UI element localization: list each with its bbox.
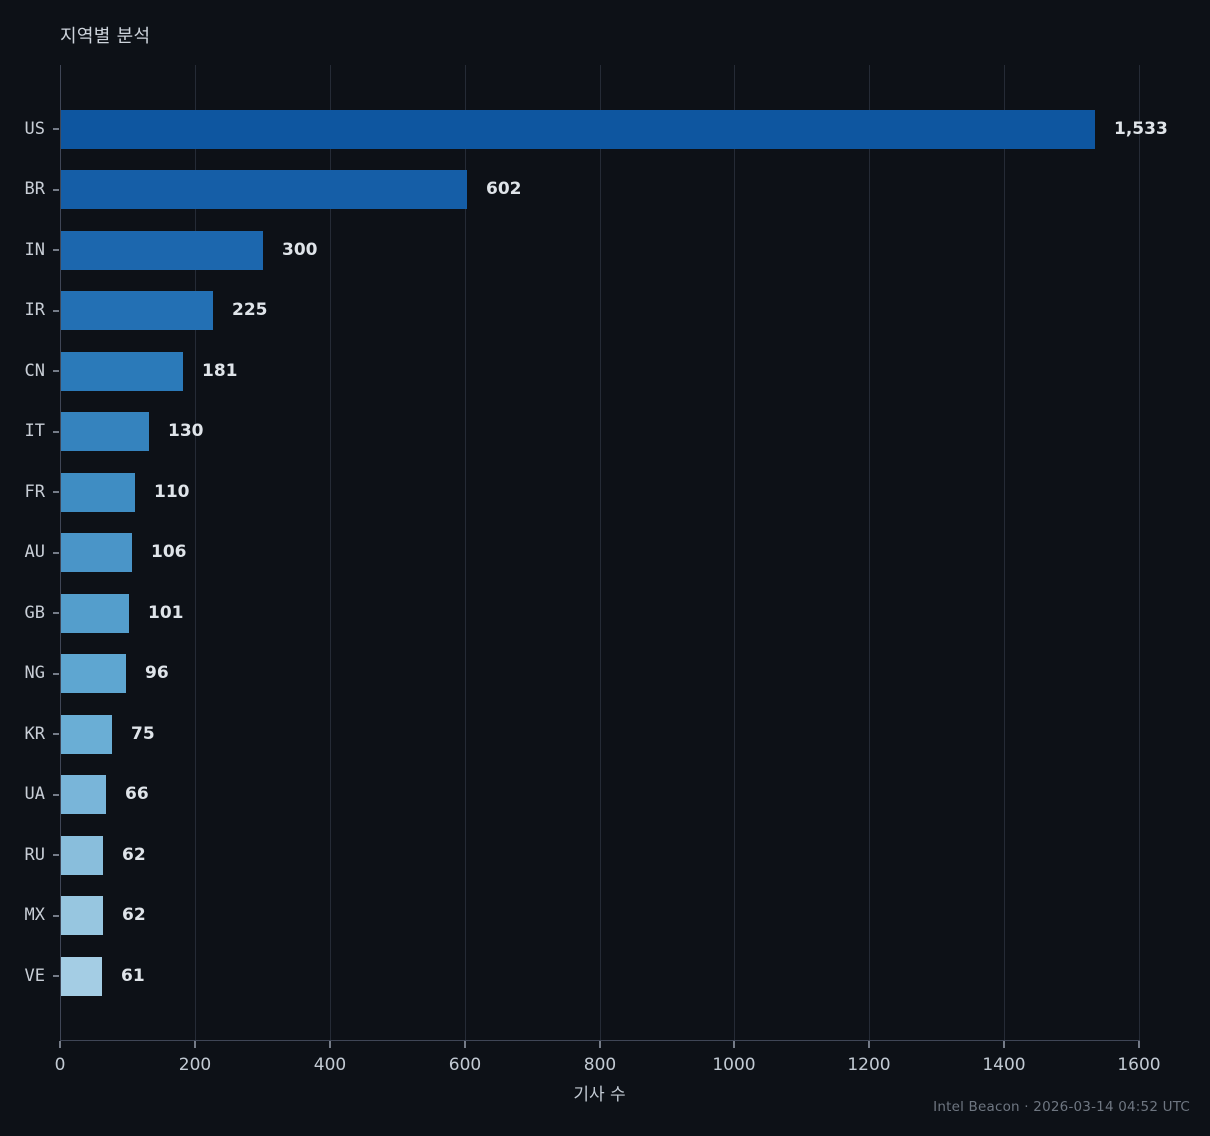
gridline	[600, 65, 601, 1040]
gridline	[1004, 65, 1005, 1040]
bar	[61, 412, 149, 451]
x-axis-label: 기사 수	[573, 1085, 626, 1105]
category-label: IR	[24, 300, 45, 320]
bar	[61, 110, 1095, 149]
category-label: CN	[24, 361, 45, 381]
bar	[61, 170, 467, 209]
bar	[61, 836, 103, 875]
y-axis-tick-mark	[53, 975, 59, 977]
x-axis-tick-mark	[599, 1041, 601, 1048]
x-axis-tick-mark	[59, 1041, 61, 1048]
bar-value-label: 62	[122, 845, 146, 865]
bar-value-label: 62	[122, 905, 146, 925]
category-label: KR	[24, 724, 45, 744]
y-axis-tick-mark	[53, 128, 59, 130]
x-tick-label: 200	[178, 1055, 212, 1075]
category-label: RU	[24, 845, 45, 865]
bar-value-label: 181	[202, 361, 238, 381]
plot-area: 0 200 400 600 800 1000 1200 1400 1600 1,533 US 602 B…	[25, 65, 1168, 1075]
bar-value-label: 130	[168, 421, 204, 441]
category-label: UA	[24, 784, 45, 804]
y-axis-tick-mark	[53, 915, 59, 917]
category-label: AU	[24, 542, 45, 562]
bar	[61, 775, 106, 814]
gridline	[1139, 65, 1140, 1040]
y-axis-tick-mark	[53, 733, 59, 735]
bar-value-label: 225	[232, 300, 268, 320]
gridline	[869, 65, 870, 1040]
y-axis-tick-mark	[53, 370, 59, 372]
footer-note: Intel Beacon · 2026-03-14 04:52 UTC	[933, 1099, 1190, 1115]
bar	[61, 473, 135, 512]
y-axis-tick-mark	[53, 249, 59, 251]
bar	[61, 533, 132, 572]
category-label: IN	[24, 240, 45, 260]
y-axis-tick-mark	[53, 552, 59, 554]
x-axis-tick-mark	[464, 1041, 466, 1048]
y-axis-tick-mark	[53, 854, 59, 856]
x-axis-line	[60, 1040, 1140, 1041]
bar	[61, 352, 183, 391]
y-axis-tick-mark	[53, 612, 59, 614]
bar	[61, 896, 103, 935]
bar	[61, 957, 102, 996]
x-tick-label: 800	[583, 1055, 617, 1075]
x-axis-tick-mark	[1003, 1041, 1005, 1048]
x-axis-tick-mark	[194, 1041, 196, 1048]
x-axis-tick-mark	[1138, 1041, 1140, 1048]
x-axis-tick-mark	[868, 1041, 870, 1048]
chart-title: 지역별 분석	[60, 26, 151, 47]
category-label: NG	[24, 663, 45, 683]
x-tick-label: 1200	[847, 1055, 891, 1075]
category-label: GB	[24, 603, 45, 623]
gridline	[330, 65, 331, 1040]
bar	[61, 231, 263, 270]
bar	[61, 594, 129, 633]
bar-value-label: 602	[486, 179, 522, 199]
category-label: BR	[24, 179, 45, 199]
category-label: FR	[24, 482, 45, 502]
category-label: US	[24, 119, 45, 139]
bar	[61, 291, 213, 330]
y-axis-tick-mark	[53, 794, 59, 796]
y-axis-line	[60, 65, 61, 1041]
bar-value-label: 110	[154, 482, 190, 502]
x-tick-label: 1600	[1117, 1055, 1161, 1075]
bar-value-label: 96	[145, 663, 169, 683]
gridline	[465, 65, 466, 1040]
bar-value-label: 300	[282, 240, 318, 260]
y-axis-tick-mark	[53, 431, 59, 433]
bar	[61, 654, 126, 693]
x-tick-label: 1400	[982, 1055, 1026, 1075]
category-label: MX	[24, 905, 45, 925]
gridline	[734, 65, 735, 1040]
bar-value-label: 75	[131, 724, 155, 744]
bar-value-label: 61	[121, 966, 145, 986]
x-axis-tick-mark	[733, 1041, 735, 1048]
bar-value-label: 1,533	[1114, 119, 1168, 139]
gridline	[195, 65, 196, 1040]
bar	[61, 715, 112, 754]
bar-value-label: 66	[125, 784, 149, 804]
y-axis-tick-mark	[53, 673, 59, 675]
category-label: IT	[24, 421, 45, 441]
bar-value-label: 106	[151, 542, 187, 562]
x-axis-tick-mark	[329, 1041, 331, 1048]
x-tick-label: 400	[313, 1055, 347, 1075]
x-tick-label: 600	[448, 1055, 482, 1075]
x-tick-label: 1000	[712, 1055, 756, 1075]
y-axis-tick-mark	[53, 310, 59, 312]
y-axis-tick-mark	[53, 189, 59, 191]
y-axis-tick-mark	[53, 491, 59, 493]
x-tick-label: 0	[54, 1055, 66, 1075]
category-label: VE	[24, 966, 45, 986]
bar-value-label: 101	[148, 603, 184, 623]
